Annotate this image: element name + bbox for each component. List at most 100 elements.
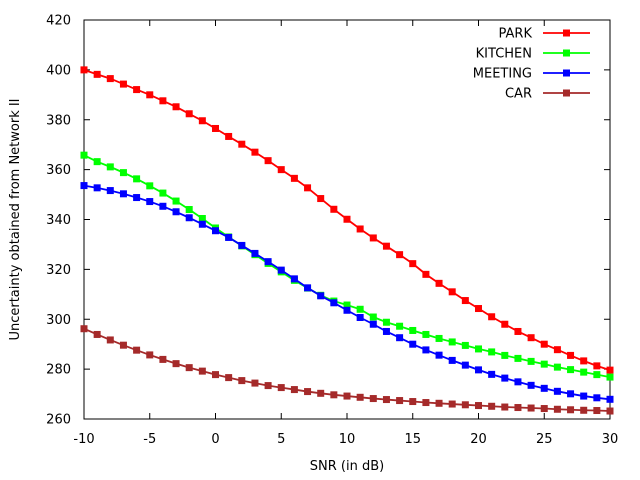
data-point-car (488, 402, 496, 410)
legend-item-kitchen: KITCHEN (476, 47, 590, 62)
data-point-park (606, 366, 614, 374)
x-tick-label: 5 (277, 432, 285, 447)
data-point-car (396, 397, 404, 405)
data-point-meeting (501, 374, 509, 382)
x-tick-label: 15 (404, 432, 421, 447)
data-point-car (251, 379, 259, 387)
data-point-car (172, 360, 180, 368)
data-point-kitchen (119, 169, 127, 177)
data-point-kitchen (356, 305, 364, 313)
data-point-kitchen (435, 334, 443, 342)
data-point-meeting (475, 366, 482, 374)
data-point-car (448, 400, 456, 408)
data-point-meeting (290, 275, 298, 283)
data-point-meeting (593, 394, 601, 402)
x-tick-label: -10 (73, 432, 94, 447)
data-point-meeting (540, 384, 548, 392)
legend-marker-car (563, 89, 570, 97)
x-tick-label: -5 (143, 432, 156, 447)
data-point-park (119, 80, 127, 88)
data-point-park (540, 340, 548, 348)
data-point-car (567, 406, 575, 414)
data-point-kitchen (106, 163, 114, 171)
data-point-park (514, 327, 522, 335)
data-point-meeting (277, 266, 285, 274)
data-point-car (356, 393, 364, 401)
y-axis-label: Uncertainty obtained from Network II (8, 98, 23, 340)
data-point-park (435, 279, 443, 287)
x-tick-label: 30 (602, 432, 619, 447)
data-point-meeting (106, 187, 114, 195)
data-point-meeting (409, 340, 417, 348)
data-point-park (304, 184, 312, 192)
data-point-meeting (356, 314, 364, 321)
data-point-meeting (146, 198, 154, 206)
data-point-kitchen (422, 330, 430, 338)
data-point-car (369, 395, 377, 403)
legend: PARK KITCHEN MEETING CAR (473, 27, 590, 102)
data-point-kitchen (409, 326, 417, 334)
data-point-meeting (212, 227, 219, 235)
y-tick-label: 420 (46, 14, 71, 29)
data-point-park (382, 242, 390, 250)
x-tick-label: 20 (470, 432, 487, 447)
data-point-meeting (422, 346, 430, 354)
data-point-meeting (317, 292, 325, 300)
data-point-park (409, 260, 417, 268)
data-point-car (304, 388, 312, 396)
data-point-car (409, 398, 417, 406)
data-point-park (133, 86, 141, 94)
data-point-kitchen (580, 368, 588, 376)
data-point-car (106, 336, 114, 344)
legend-label-car: CAR (505, 87, 532, 102)
data-point-kitchen (514, 354, 522, 362)
x-axis-label: SNR (in dB) (310, 459, 384, 474)
data-point-meeting (119, 190, 127, 198)
data-point-park (593, 362, 601, 370)
x-tick-label: 25 (536, 432, 553, 447)
data-point-kitchen (540, 360, 548, 368)
data-point-kitchen (488, 348, 496, 356)
data-point-kitchen (396, 322, 404, 330)
data-point-car (580, 406, 588, 414)
data-point-park (488, 313, 496, 321)
series-car (80, 325, 614, 415)
data-point-car (159, 355, 167, 363)
data-point-car (343, 392, 351, 400)
data-point-park (290, 174, 298, 182)
data-point-park (159, 97, 167, 105)
data-point-kitchen (93, 158, 101, 166)
data-point-park (93, 70, 101, 78)
data-point-car (317, 389, 325, 397)
data-point-car (80, 325, 88, 333)
data-point-car (382, 396, 390, 404)
data-point-car (514, 404, 522, 412)
data-point-meeting (330, 299, 338, 307)
data-point-park (212, 124, 219, 132)
data-point-meeting (461, 361, 469, 369)
data-point-kitchen (198, 215, 206, 222)
data-point-park (80, 66, 88, 74)
data-point-car (277, 384, 285, 392)
data-point-park (343, 215, 351, 223)
data-point-park (251, 148, 259, 156)
data-point-park (422, 270, 430, 278)
data-point-car (212, 371, 219, 379)
data-point-meeting (567, 390, 575, 398)
data-point-kitchen (343, 301, 351, 309)
data-point-meeting (264, 258, 272, 266)
data-point-meeting (553, 387, 561, 395)
data-point-kitchen (593, 371, 601, 379)
data-point-car (133, 346, 141, 354)
data-point-meeting (514, 378, 522, 386)
data-point-car (422, 399, 430, 407)
data-point-meeting (133, 194, 141, 202)
data-point-meeting (343, 306, 351, 314)
legend-marker-kitchen (563, 49, 570, 57)
series-park (80, 66, 614, 374)
plot-frame (83, 19, 611, 420)
data-point-park (501, 320, 509, 328)
data-point-kitchen (501, 351, 509, 359)
